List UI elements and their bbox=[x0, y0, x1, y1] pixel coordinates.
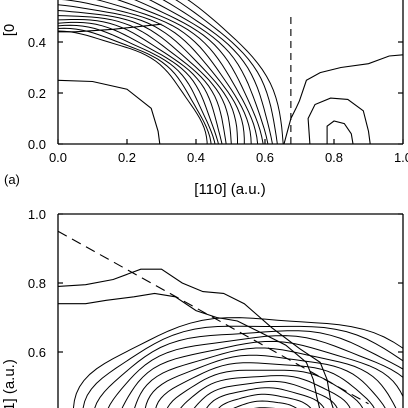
panel-a-y-tick-label: 0.2 bbox=[28, 86, 46, 101]
panel-b-contour-line bbox=[144, 354, 386, 408]
panel-a-x-tick-label: 1.0 bbox=[394, 150, 408, 165]
panel-a: 0.0 0.2 0.4 0.6 0.8 1.0 0.0 0.2 0.4 (a) [110] (… bbox=[1, 0, 408, 198]
panel-a-contour-line bbox=[58, 24, 216, 144]
panel-b-contour-line bbox=[134, 347, 397, 408]
panel-a-contour-line bbox=[175, 0, 278, 144]
panel-b-y-tick-label: 1.0 bbox=[28, 207, 46, 222]
panel-a-x-tick-label: 0.2 bbox=[118, 150, 136, 165]
panel-a-y-tick-label: 0.4 bbox=[28, 35, 46, 50]
panel-a-label: (a) bbox=[4, 172, 20, 187]
panel-b-contour-line bbox=[180, 375, 351, 408]
panel-b-outer-contours bbox=[58, 268, 334, 408]
panel-a-contour-line bbox=[162, 0, 273, 144]
panel-b-contour-line bbox=[155, 362, 375, 408]
panel-a-outer-contour bbox=[58, 79, 161, 144]
panel-a-x-tick-label: 0.6 bbox=[256, 150, 274, 165]
panel-b-contour-line bbox=[233, 400, 297, 408]
panel-b-contour-line bbox=[121, 340, 403, 408]
panel-b-outer-contour bbox=[58, 292, 321, 408]
panel-a-contour-line bbox=[117, 0, 259, 144]
panel-a-outer-contour bbox=[307, 97, 371, 144]
panel-a-x-tick-label: 0.0 bbox=[49, 150, 67, 165]
panel-a-contour-line bbox=[58, 27, 212, 144]
panel-a-x-tick-label: 0.8 bbox=[325, 150, 343, 165]
panel-b-contour-line bbox=[206, 387, 325, 408]
panel-b-y-ticks: 0.6 0.8 1.0 bbox=[28, 207, 403, 360]
panel-b-y-tick-label: 0.6 bbox=[28, 345, 46, 360]
panel-a-x-ticks: 0.0 0.2 0.4 0.6 0.8 1.0 bbox=[49, 139, 408, 165]
panel-a-contour-line bbox=[58, 4, 238, 144]
panel-b-contour-line bbox=[107, 335, 403, 408]
panel-b-outer-contour bbox=[58, 268, 334, 408]
panel-a-contour-line bbox=[187, 0, 284, 144]
panel-a-contour-line bbox=[58, 21, 219, 144]
panel-b-contour-line bbox=[193, 380, 338, 408]
panel-b-contours bbox=[73, 317, 403, 408]
panel-a-contour-line bbox=[58, 19, 223, 144]
panel-a-contour-line bbox=[134, 0, 264, 144]
panel-a-contour-line bbox=[61, 0, 245, 144]
panel-b-contour-line bbox=[82, 325, 403, 408]
panel-a-outer-contour bbox=[283, 54, 403, 144]
panel-b-contour-line bbox=[166, 369, 364, 408]
panel-a-contour-line bbox=[58, 30, 208, 144]
panel-a-contour-line bbox=[58, 10, 232, 144]
panel-b-contour-line bbox=[73, 317, 403, 408]
panel-b-dashed-line bbox=[58, 230, 369, 405]
panel-a-x-axis-label: [110] (a.u.) bbox=[194, 181, 265, 198]
panel-a-contours bbox=[58, 0, 284, 144]
panel-a-contour-line bbox=[58, 15, 227, 144]
panel-b-y-axis-label: 1] (a.u.) bbox=[1, 359, 18, 408]
panel-a-x-tick-label: 0.4 bbox=[187, 150, 205, 165]
panel-a-y-ticks: 0.0 0.2 0.4 bbox=[28, 35, 403, 152]
panel-a-y-axis-label: [0 bbox=[1, 24, 18, 37]
panel-b-contour-line bbox=[94, 330, 403, 408]
panel-a-outer-contours bbox=[58, 23, 403, 144]
panel-a-outer-contour bbox=[58, 23, 162, 33]
panel-a-contour-line bbox=[96, 0, 252, 144]
panel-a-contour-line bbox=[148, 0, 269, 144]
panel-a-outer-contour bbox=[326, 120, 354, 144]
panel-b: 0.6 0.8 1.0 1] (a.u.) bbox=[1, 207, 404, 408]
panel-a-y-tick-label: 0.0 bbox=[28, 137, 46, 152]
panel-b-y-tick-label: 0.8 bbox=[28, 276, 46, 291]
